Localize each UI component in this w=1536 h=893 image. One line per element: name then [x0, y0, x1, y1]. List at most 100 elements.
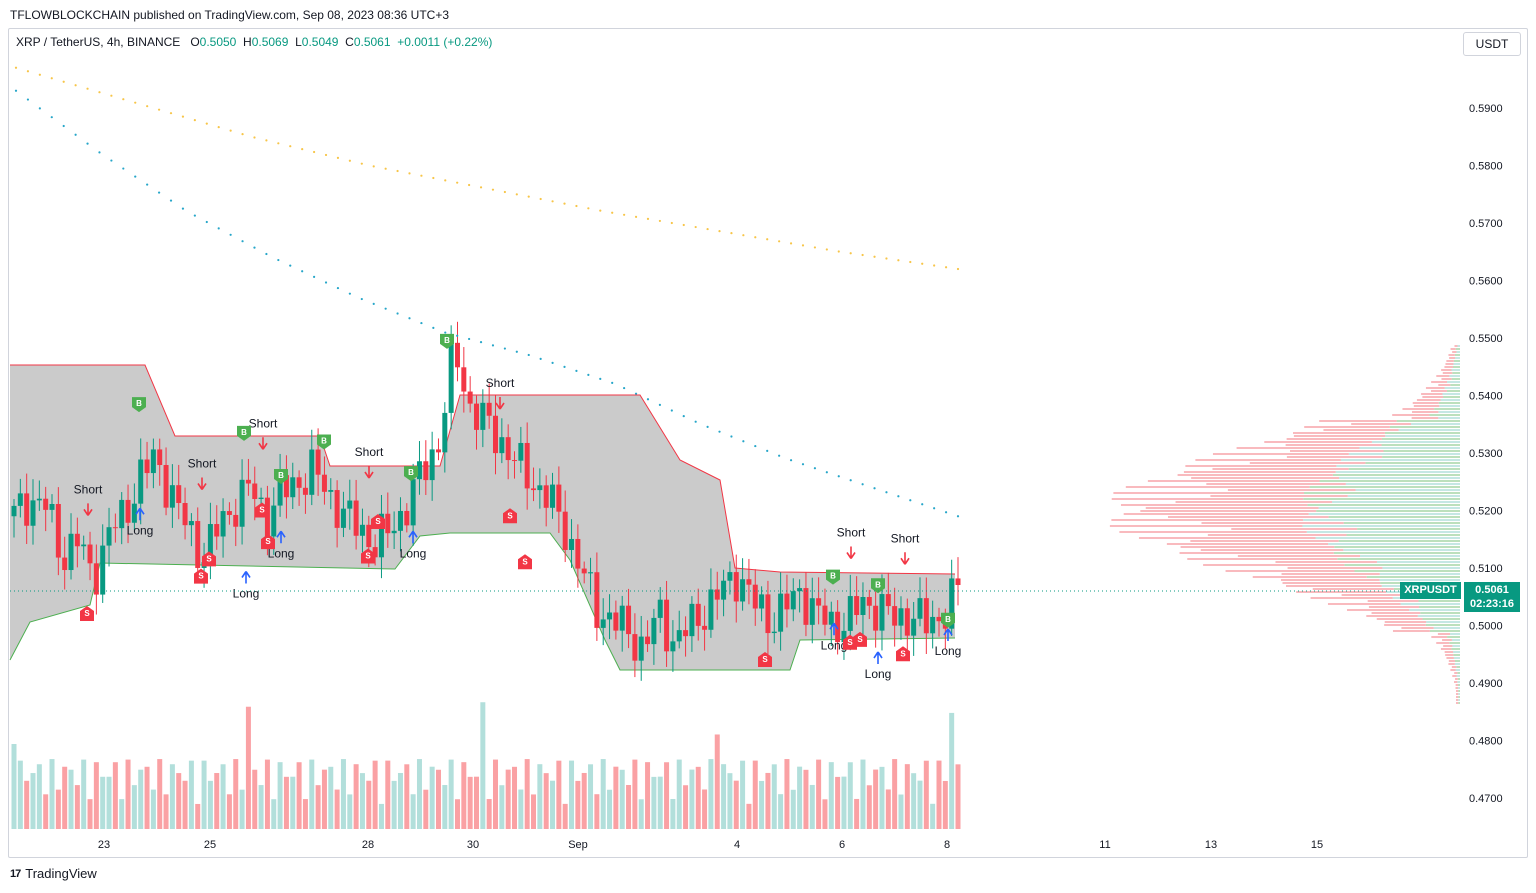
candle-body [581, 568, 587, 574]
ma-slow-dot [38, 73, 41, 76]
volume-profile-down-bar [1441, 378, 1452, 380]
volume-bar [448, 759, 454, 829]
sell-marker-icon [503, 508, 517, 524]
candle-body [125, 499, 131, 523]
volume-profile-up-bar [1422, 618, 1460, 620]
short-arrow-icon [197, 477, 207, 490]
volume-bar [302, 799, 308, 829]
volume-bar [676, 759, 682, 829]
volume-profile-up-bar [1456, 666, 1460, 668]
candle-body [391, 530, 397, 534]
candle-body [949, 578, 955, 629]
ma-fast-dot [372, 302, 375, 305]
volume-profile-down-bar [1119, 531, 1307, 533]
volume-profile-up-bar [1454, 354, 1460, 356]
volume-bar [245, 706, 251, 829]
candle-body [423, 461, 429, 481]
ma-slow-dot [50, 77, 53, 80]
ma-slow-dot [575, 204, 578, 208]
candle-body [790, 591, 796, 610]
volume-profile-down-bar [1413, 405, 1440, 407]
sell-marker-letter: S [259, 506, 265, 515]
volume-profile-down-bar [1290, 450, 1384, 452]
symbol-label[interactable]: XRP / TetherUS, 4h, BINANCE [16, 35, 181, 49]
ma-slow-dot [110, 94, 113, 97]
y-tick-label: 0.5000 [1469, 621, 1503, 633]
candle-body [138, 459, 144, 504]
currency-button[interactable]: USDT [1463, 32, 1521, 56]
volume-bar [119, 799, 125, 829]
sell-marker-letter: S [900, 649, 906, 658]
candle-body [315, 449, 321, 475]
ma-slow-dot [384, 167, 387, 170]
candle-body [885, 594, 891, 607]
candle-body [302, 487, 308, 495]
volume-bar [556, 760, 562, 829]
candle-body [765, 594, 771, 634]
volume-profile-up-bar [1458, 699, 1460, 701]
x-tick-label: 15 [1311, 839, 1323, 851]
volume-profile-down-bar [1445, 654, 1454, 656]
volume-profile-up-bar [1348, 468, 1460, 470]
x-tick-label: 30 [467, 839, 479, 851]
volume-profile-up-bar [1396, 420, 1460, 422]
volume-bar [733, 780, 739, 829]
ma-slow-dot [313, 150, 316, 154]
ma-slow-dot [26, 70, 30, 73]
volume-bar [860, 759, 866, 829]
ma-fast-dot [873, 487, 876, 490]
volume-bar [790, 789, 796, 829]
volume-profile-up-bar [1383, 450, 1460, 452]
ma-fast-dot [527, 353, 530, 357]
volume-bar [727, 773, 733, 829]
ma-slow-dot [921, 262, 924, 265]
volume-profile-down-bar [1412, 402, 1439, 404]
ma-slow-dot [551, 200, 554, 203]
volume-profile-up-bar [1384, 432, 1460, 434]
ma-fast-dot [14, 89, 18, 92]
volume-profile-down-bar [1120, 504, 1308, 506]
volume-profile-up-bar [1334, 546, 1460, 548]
volume-profile-up-bar [1451, 378, 1460, 380]
volume-bar [138, 769, 144, 829]
candle-body [651, 617, 657, 645]
ma-fast-dot [62, 124, 65, 128]
volume-profile-down-bar [1177, 474, 1333, 476]
candle-body [873, 605, 879, 631]
volume-profile-down-bar [1455, 678, 1458, 680]
ma-fast-dot [921, 503, 924, 506]
candle-body [397, 510, 403, 531]
volume-profile-up-bar [1443, 396, 1460, 398]
volume-profile-up-bar [1360, 555, 1460, 557]
sell-marker-letter: S [365, 552, 371, 561]
candle-body [239, 479, 245, 527]
ma-fast-dot [956, 515, 960, 518]
volume-bar [917, 780, 923, 829]
candle-body [30, 500, 36, 526]
volume-bar [873, 769, 879, 829]
volume-profile-down-bar [1285, 444, 1382, 446]
ma-slow-dot [813, 246, 817, 249]
ma-slow-dot [289, 145, 292, 148]
ma-fast-dot [682, 414, 685, 418]
volume-profile-up-bar [1337, 558, 1460, 560]
ma-slow-dot [432, 176, 435, 180]
volume-profile-down-bar [1392, 630, 1430, 632]
footer-brand[interactable]: 17 TradingView [10, 866, 97, 881]
candle-body [372, 547, 378, 558]
volume-profile-up-bar [1382, 567, 1460, 569]
volume-profile-down-bar [1341, 594, 1407, 596]
volume-bar [778, 794, 784, 829]
ma-fast-dot [50, 116, 53, 119]
ma-fast-dot [301, 270, 304, 273]
volume-profile-down-bar [1446, 360, 1454, 362]
sell-marker-icon [194, 568, 208, 584]
volume-profile-up-bar [1366, 576, 1460, 578]
ma-slow-dot [372, 165, 375, 168]
volume-profile-up-bar [1344, 564, 1460, 566]
short-arrow-icon [846, 546, 856, 559]
volume-profile-up-bar [1336, 465, 1460, 467]
buy-marker-letter: B [136, 399, 142, 408]
candle-body [505, 437, 511, 461]
